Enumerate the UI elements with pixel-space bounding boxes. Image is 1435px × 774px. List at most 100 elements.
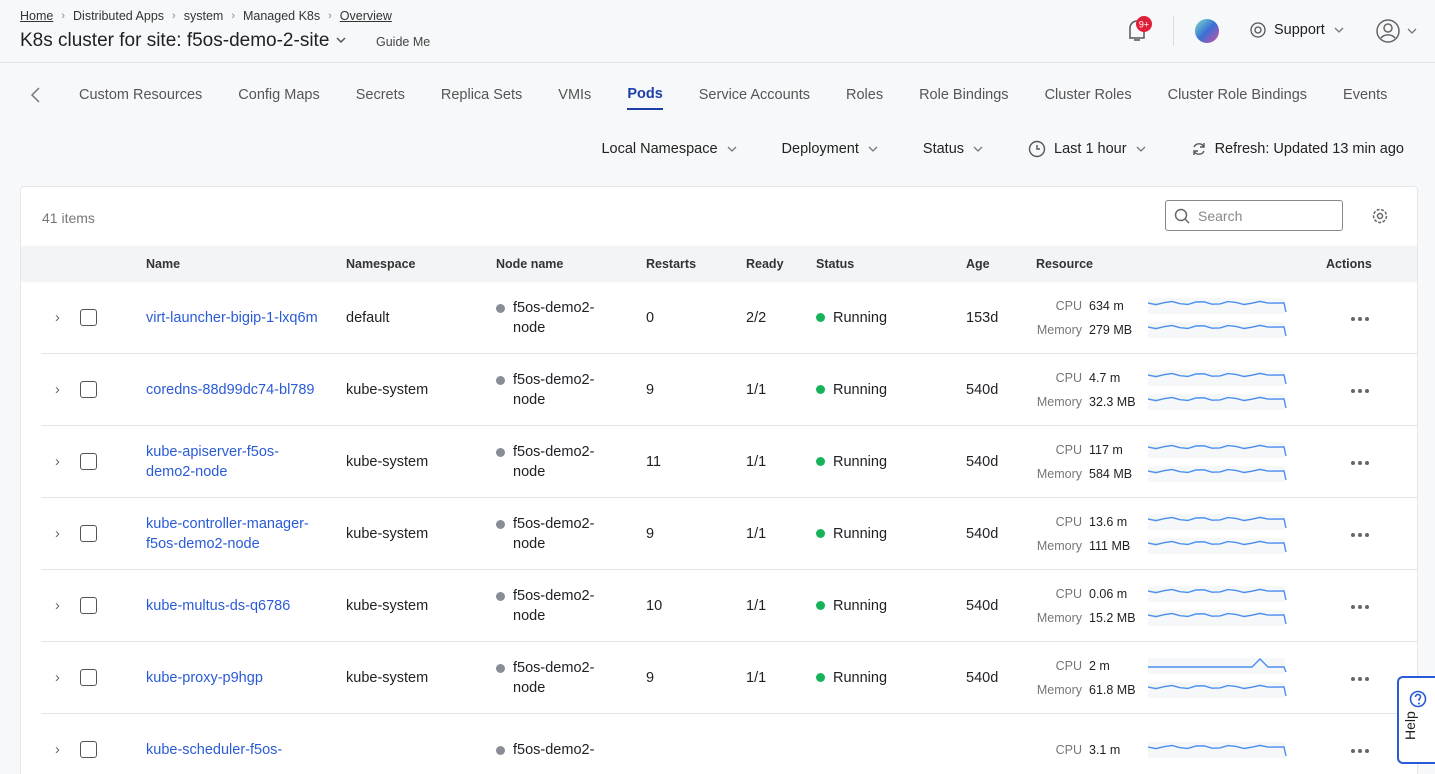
breadcrumb-item[interactable]: system — [183, 9, 224, 23]
memory-label: Memory — [1036, 394, 1082, 409]
filter-label: Local Namespace — [601, 141, 718, 157]
breadcrumb-item[interactable]: Distributed Apps — [73, 9, 165, 23]
filter-label: Last 1 hour — [1054, 141, 1127, 157]
pod-name[interactable]: kube-proxy-p9hgp — [146, 669, 263, 686]
filter-dropdown[interactable]: Local Namespace — [601, 140, 737, 158]
resource: CPU 3.1 m — [1036, 740, 1326, 760]
tab[interactable]: VMIs — [558, 87, 592, 103]
filter-dropdown[interactable]: Status — [923, 140, 984, 158]
expand-chevron[interactable]: › — [55, 741, 60, 758]
row-checkbox[interactable] — [79, 669, 97, 686]
tab[interactable]: Role Bindings — [919, 87, 1009, 103]
pod-name[interactable]: coredns-88d99dc74-bl789 — [146, 381, 315, 398]
user-menu[interactable] — [1375, 18, 1419, 44]
filter-dropdown[interactable]: Deployment — [782, 140, 879, 158]
resource: CPU 634 m Memory 279 MB — [1036, 296, 1326, 340]
cpu-label: CPU — [1055, 742, 1082, 757]
actions[interactable] — [1326, 670, 1417, 686]
actions[interactable] — [1326, 310, 1417, 326]
cpu-label: CPU — [1055, 514, 1082, 529]
node-name: f5os-demo2-node — [513, 299, 595, 336]
status-text: Running — [833, 597, 888, 614]
refresh[interactable]: Refresh: Updated 13 min ago — [1191, 140, 1404, 158]
breadcrumb-item[interactable]: Overview — [339, 9, 392, 23]
expand-chevron[interactable]: › — [55, 309, 60, 326]
ready: 1/1 — [746, 525, 767, 542]
tab[interactable]: Secrets — [355, 87, 405, 103]
actions[interactable] — [1326, 598, 1417, 614]
actions[interactable] — [1326, 382, 1417, 398]
row-checkbox[interactable] — [79, 309, 97, 326]
pod-name[interactable]: kube-multus-ds-q6786 — [146, 597, 291, 614]
row-controls: › — [41, 741, 146, 758]
row-checkbox[interactable] — [79, 597, 97, 614]
pod-name[interactable]: kube-scheduler-f5os- — [146, 741, 283, 758]
tab[interactable]: Pods — [627, 80, 663, 110]
avatar-globe[interactable] — [1195, 19, 1219, 43]
memory-sparkline — [1148, 321, 1287, 338]
expand-chevron[interactable]: › — [55, 381, 60, 398]
memory-sparkline — [1148, 681, 1287, 698]
notifications[interactable]: 9+ — [1120, 14, 1160, 44]
filter-label: Deployment — [781, 141, 859, 157]
tab[interactable]: Replica Sets — [440, 87, 523, 103]
pods-table-card: 41 items Search Name Namespace Node name Re… — [20, 186, 1418, 774]
pod-name[interactable]: virt-launcher-bigip-1-lxq6m — [146, 309, 318, 326]
actions[interactable] — [1326, 742, 1417, 758]
row-checkbox[interactable] — [79, 525, 97, 542]
node-dot — [496, 745, 505, 755]
pod-name[interactable]: kube-controller-manager-f5os-demo2-node — [146, 515, 309, 552]
memory-sparkline — [1148, 609, 1287, 626]
table-row: › kube-proxy-p9hgp kube-system f5os-demo2-n… — [41, 642, 1417, 714]
status: Running — [816, 668, 936, 688]
refresh-text: Refresh: Updated 13 min ago — [1214, 141, 1404, 157]
row-checkbox[interactable] — [79, 381, 97, 398]
pod-name[interactable]: kube-apiserver-f5os-demo2-node — [146, 443, 279, 480]
age: 540d — [966, 669, 999, 686]
age: 153d — [966, 309, 999, 326]
table-row: › kube-controller-manager-f5os-demo2-node… — [41, 498, 1417, 570]
expand-chevron[interactable]: › — [55, 597, 60, 614]
expand-chevron[interactable]: › — [55, 453, 60, 470]
actions[interactable] — [1326, 526, 1417, 542]
breadcrumb-separator: › — [61, 10, 66, 22]
breadcrumb-separator: › — [328, 10, 332, 22]
tab[interactable]: Cluster Role Bindings — [1167, 87, 1308, 103]
filter-dropdown[interactable]: Last 1 hour — [1028, 140, 1147, 158]
row-checkbox[interactable] — [79, 453, 97, 470]
guide-me[interactable]: Guide Me — [376, 35, 431, 49]
age: 540d — [966, 597, 999, 614]
tab[interactable]: Events — [1343, 87, 1388, 103]
cpu-sparkline — [1148, 369, 1287, 386]
table-row: › kube-scheduler-f5os-f5os-demo2- CPU 3.1 m — [41, 714, 1417, 774]
expand-chevron[interactable]: › — [55, 669, 60, 686]
ready: 1/1 — [746, 597, 767, 614]
tab[interactable]: Roles — [846, 87, 884, 103]
memory-value: 15.2 MB — [1089, 610, 1136, 625]
tab[interactable]: Cluster Roles — [1044, 87, 1132, 103]
support-menu[interactable]: Support — [1250, 22, 1345, 38]
tab[interactable]: Config Maps — [238, 87, 320, 103]
tab[interactable]: Service Accounts — [698, 87, 810, 103]
tab[interactable]: Custom Resources — [79, 87, 203, 103]
settings[interactable] — [1371, 207, 1389, 225]
cpu-value: 3.1 m — [1089, 742, 1121, 757]
tabs-back[interactable] — [28, 86, 44, 104]
expand-chevron[interactable]: › — [55, 525, 60, 542]
actions[interactable] — [1326, 454, 1417, 470]
breadcrumb-item[interactable]: Managed K8s — [242, 9, 321, 23]
row-checkbox[interactable] — [79, 741, 97, 758]
restarts: 9 — [646, 669, 655, 686]
status-dot — [816, 385, 825, 394]
breadcrumb-item[interactable]: Home — [20, 9, 54, 23]
resource: CPU 0.06 m Memory 15.2 MB — [1036, 584, 1326, 628]
row-controls: › — [41, 309, 146, 326]
ready: 2/2 — [746, 309, 767, 326]
cpu-value: 4.7 m — [1089, 370, 1121, 385]
page-title[interactable]: K8s cluster for site: f5os-demo-2-site — [20, 30, 347, 52]
search-box[interactable]: Search — [1165, 200, 1343, 231]
help-tab[interactable]: Help — [1397, 676, 1435, 764]
namespace: kube-system — [346, 453, 429, 470]
column-header: Ready — [746, 257, 784, 271]
memory-sparkline — [1148, 465, 1287, 482]
